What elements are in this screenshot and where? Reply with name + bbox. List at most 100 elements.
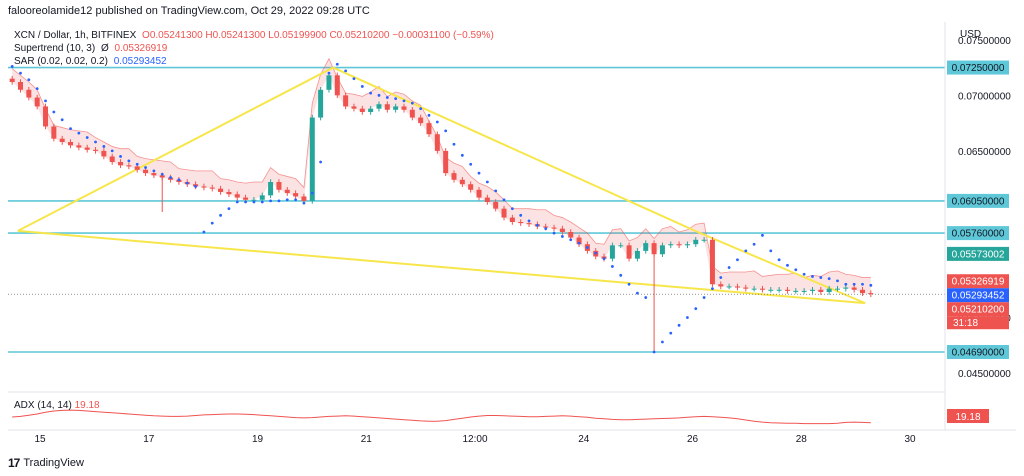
candle-body: [859, 289, 865, 294]
sar-dot: [294, 198, 298, 202]
sar-dot: [702, 296, 706, 299]
candle-body: [301, 196, 307, 201]
sar-dot: [135, 162, 139, 166]
sar-dot: [527, 219, 531, 223]
sar-dot: [469, 162, 473, 166]
adx-line[interactable]: [12, 409, 871, 425]
tradingview-logo-icon: 17: [8, 456, 20, 470]
symbol-row[interactable]: XCN / Dollar, 1h, BITFINEX O0.05241300 H…: [14, 29, 494, 42]
horizontal-levels: [8, 66, 945, 353]
sar-dot: [77, 131, 81, 135]
candle-body: [426, 123, 432, 135]
candle-body: [268, 182, 274, 196]
time-tick-3: 21: [361, 434, 373, 445]
candle-body: [734, 286, 740, 288]
candle-body: [343, 95, 349, 107]
candle-body: [818, 289, 824, 292]
candle-body: [501, 208, 507, 218]
sar-dot: [302, 201, 306, 205]
time-tick-8: 30: [904, 434, 916, 445]
price-tick-1: 0.07000000: [958, 91, 1011, 102]
price-label-text-5: 0.05293452: [952, 291, 1005, 302]
price-tick-4: 0.04500000: [958, 369, 1011, 380]
candle-body: [626, 245, 632, 259]
sar-dot: [777, 258, 781, 262]
sar-dot: [836, 279, 839, 283]
supertrend-label: Supertrend (10, 3): [14, 43, 96, 54]
sar-dot: [694, 307, 698, 311]
sar-dot: [519, 213, 523, 217]
candle-body: [551, 227, 557, 229]
candle-body: [109, 156, 115, 162]
candle-body: [759, 288, 765, 290]
sar-dot: [252, 200, 256, 204]
candle-body: [568, 232, 574, 238]
candle-body: [126, 165, 132, 167]
trendline-1[interactable]: [332, 66, 699, 233]
candle-body: [18, 82, 24, 90]
trendline-2[interactable]: [697, 231, 866, 305]
adx-legend[interactable]: ADX (14, 14) 19.18: [14, 400, 100, 411]
sar-dot: [427, 113, 431, 117]
candle-body: [68, 142, 74, 146]
sar-dot: [644, 296, 648, 299]
sar-dot: [335, 62, 339, 66]
candle-body: [401, 106, 407, 110]
sar-dot: [152, 169, 156, 173]
candle-body: [743, 287, 749, 289]
footer-brand[interactable]: 17 TradingView: [8, 456, 84, 470]
trendline-3[interactable]: [17, 229, 866, 305]
candle-body: [751, 288, 757, 290]
sar-dot: [44, 99, 47, 103]
sar-dot: [177, 178, 181, 182]
candle-body: [618, 245, 624, 247]
sar-dot: [627, 282, 631, 286]
sar-dot: [786, 263, 789, 267]
time-tick-4: 12:00: [462, 434, 487, 445]
candle-body: [43, 106, 49, 127]
price-label-red: [947, 302, 1009, 317]
sar-dot: [352, 77, 356, 81]
sar-dot: [761, 233, 764, 237]
sar-dot: [260, 200, 264, 204]
sar-dot: [127, 159, 131, 163]
sar-dot: [102, 145, 106, 148]
sar-dot: [569, 238, 573, 242]
price-label-red: [947, 274, 1009, 289]
ohlc-values: O0.05241300 H0.05241300 L0.05199900 C0.0…: [142, 30, 494, 41]
candle-body: [59, 138, 65, 142]
sar-row[interactable]: SAR (0.02, 0.02, 0.2) 0.05293452: [14, 55, 494, 68]
price-label-blue: [947, 288, 1009, 303]
sar-dot: [752, 242, 756, 246]
price-label-cyan: [947, 193, 1009, 208]
sar-dot: [35, 87, 39, 91]
candle-body: [559, 228, 565, 232]
sar-dot: [394, 97, 398, 101]
sar-dot: [227, 207, 231, 211]
candle-body: [101, 150, 107, 157]
sar-dot: [385, 96, 389, 99]
chart-legend: XCN / Dollar, 1h, BITFINEX O0.05241300 H…: [14, 29, 494, 68]
sar-dot: [319, 160, 323, 164]
adx-price-label: [947, 409, 989, 423]
supertrend-mark: Ø: [100, 43, 109, 54]
sar-dot: [552, 231, 556, 235]
candle-body: [351, 106, 357, 109]
candle-body: [843, 287, 849, 289]
sar-dot: [452, 142, 456, 146]
candle-body: [243, 197, 249, 200]
supertrend-row[interactable]: Supertrend (10, 3) Ø 0.05326919: [14, 42, 494, 55]
candle-body: [143, 169, 149, 174]
candle-body: [409, 109, 415, 118]
sar-dot: [560, 235, 564, 238]
time-tick-5: 24: [578, 434, 590, 445]
sar-dot: [869, 283, 873, 287]
price-label-cyan: [947, 226, 1009, 241]
time-tick-6: 26: [687, 434, 699, 445]
candle-body: [493, 202, 499, 209]
price-label-green: [947, 246, 1009, 261]
trendline-0[interactable]: [17, 66, 334, 232]
sar-dot: [10, 65, 14, 68]
sar-dot: [610, 265, 614, 268]
